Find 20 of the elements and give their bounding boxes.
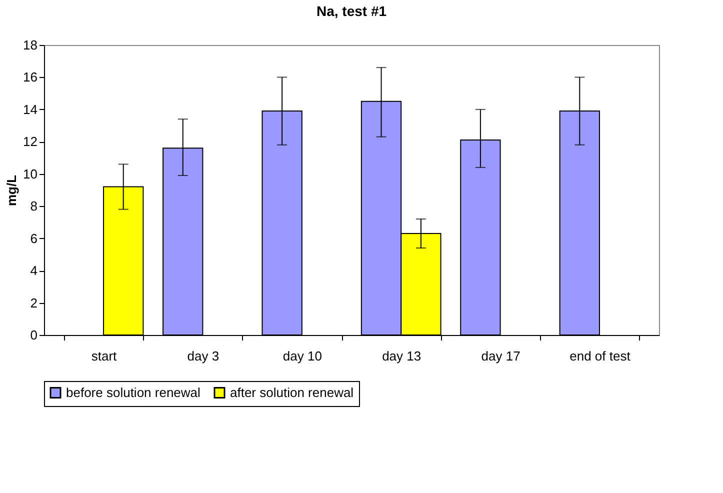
y-tick-label: 6 [30,230,38,246]
y-tick-label: 2 [30,295,38,310]
y-tick-label: 18 [23,38,38,52]
x-tick-label: start [91,348,118,364]
legend-label: after solution renewal [230,384,354,400]
y-tick-label: 12 [23,134,38,150]
x-tick-label: day 3 [187,348,220,364]
y-axis-title: mg/L [4,174,20,206]
y-tick-label: 14 [23,102,38,117]
x-tick-label: end of test [570,348,631,364]
legend-label: before solution renewal [66,384,201,400]
y-tick-label: 10 [23,166,38,182]
x-tick-label: day 13 [382,348,422,364]
y-tick-label: 8 [30,198,38,214]
chart-title: Na, test #1 [316,3,387,19]
x-tick-label: day 10 [282,348,322,364]
y-tick-label: 0 [30,328,38,342]
x-tick-label: day 17 [481,348,520,364]
y-tick-label: 16 [23,70,38,85]
y-tick-label: 4 [30,263,38,278]
